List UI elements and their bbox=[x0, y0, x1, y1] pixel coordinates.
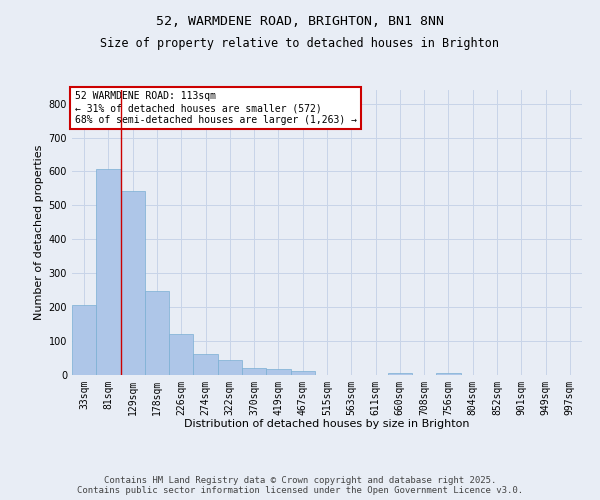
Bar bbox=[193, 354, 218, 375]
X-axis label: Distribution of detached houses by size in Brighton: Distribution of detached houses by size … bbox=[184, 420, 470, 430]
Text: 52, WARMDENE ROAD, BRIGHTON, BN1 8NN: 52, WARMDENE ROAD, BRIGHTON, BN1 8NN bbox=[156, 15, 444, 28]
Y-axis label: Number of detached properties: Number of detached properties bbox=[34, 145, 44, 320]
Bar bbox=[121, 191, 145, 375]
Bar bbox=[290, 372, 315, 375]
Bar bbox=[169, 334, 193, 375]
Bar bbox=[96, 169, 121, 375]
Bar bbox=[218, 360, 242, 375]
Bar bbox=[388, 373, 412, 375]
Bar bbox=[72, 306, 96, 375]
Bar bbox=[436, 374, 461, 375]
Bar bbox=[266, 369, 290, 375]
Bar bbox=[145, 291, 169, 375]
Text: 52 WARMDENE ROAD: 113sqm
← 31% of detached houses are smaller (572)
68% of semi-: 52 WARMDENE ROAD: 113sqm ← 31% of detach… bbox=[74, 92, 356, 124]
Text: Size of property relative to detached houses in Brighton: Size of property relative to detached ho… bbox=[101, 38, 499, 51]
Text: Contains HM Land Registry data © Crown copyright and database right 2025.
Contai: Contains HM Land Registry data © Crown c… bbox=[77, 476, 523, 495]
Bar bbox=[242, 368, 266, 375]
